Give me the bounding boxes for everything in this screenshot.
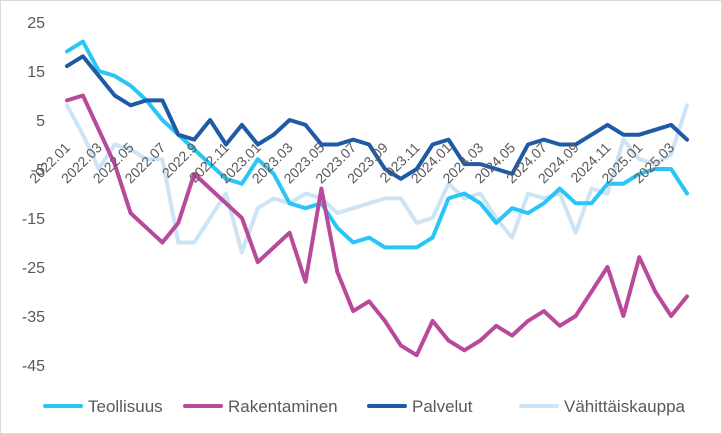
y-tick-label: 25 bbox=[27, 15, 45, 32]
plot-area bbox=[65, 39, 689, 358]
series-line-teollisuus bbox=[65, 39, 689, 250]
x-axis: 2022.012022.032022.052022.072022.92022.1… bbox=[26, 139, 677, 186]
legend-label-vahittaiskauppa: Vähittäiskauppa bbox=[564, 397, 686, 416]
y-tick-label: 5 bbox=[36, 113, 45, 130]
legend-label-rakentaminen: Rakentaminen bbox=[228, 397, 338, 416]
y-tick-label: -35 bbox=[22, 309, 45, 326]
legend-label-palvelut: Palvelut bbox=[412, 397, 473, 416]
legend: Teollisuus Rakentaminen Palvelut Vähittäisk… bbox=[43, 397, 686, 416]
series-line-vahittaiskauppa bbox=[65, 103, 689, 255]
y-tick-label: 15 bbox=[27, 64, 45, 81]
y-tick-label: -15 bbox=[22, 211, 45, 228]
series-line-palvelut bbox=[65, 54, 689, 181]
y-tick-label: -45 bbox=[22, 358, 45, 375]
y-tick-label: -25 bbox=[22, 260, 45, 277]
legend-label-teollisuus: Teollisuus bbox=[88, 397, 163, 416]
series-line-rakentaminen bbox=[65, 93, 689, 358]
y-tick-label: -5 bbox=[31, 162, 45, 179]
y-axis: 25 15 5 -5 -15 -25 -35 -45 bbox=[22, 15, 45, 375]
